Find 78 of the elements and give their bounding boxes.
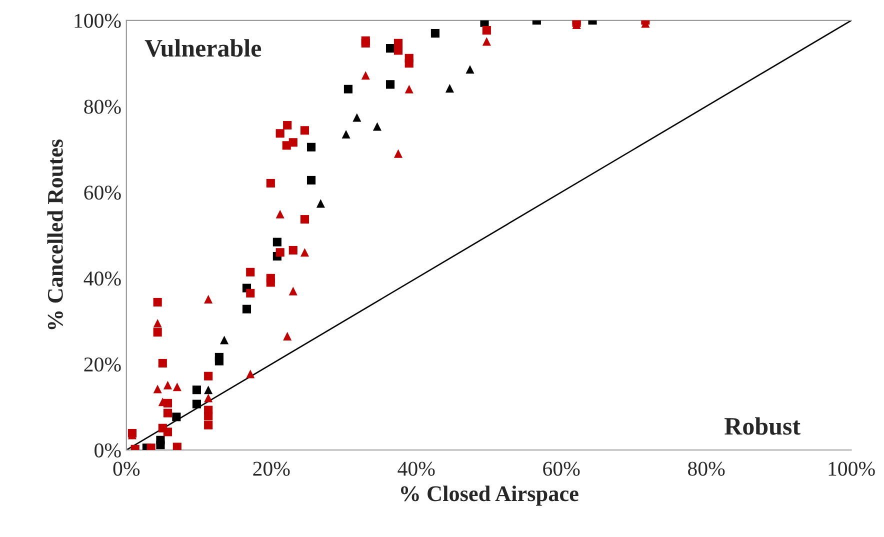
y-tick-label: 20%: [84, 357, 121, 372]
point: [172, 442, 182, 450]
point: [220, 336, 229, 344]
point: [445, 84, 454, 93]
point: [204, 372, 213, 380]
point: [153, 384, 162, 394]
x-axis-title: % Closed Airspace: [401, 486, 578, 506]
point: [394, 46, 403, 55]
point: [283, 332, 292, 340]
y-tick-label: 40%: [84, 272, 121, 286]
point: [192, 386, 202, 394]
point: [163, 408, 172, 418]
point: [361, 71, 370, 80]
point: [352, 113, 362, 122]
point: [146, 444, 156, 450]
point: [276, 210, 284, 218]
annotation: Robust: [724, 417, 800, 435]
point: [172, 382, 182, 392]
x-tick-label: 0%: [113, 462, 140, 476]
point: [276, 129, 284, 138]
point: [163, 380, 172, 390]
point: [214, 356, 224, 366]
point: [361, 38, 370, 48]
point: [300, 126, 310, 135]
point: [242, 304, 252, 314]
point: [342, 130, 350, 139]
point: [246, 268, 255, 276]
point: [158, 358, 167, 368]
point: [204, 412, 213, 420]
point: [172, 412, 181, 422]
point: [156, 440, 165, 450]
point: [386, 80, 395, 89]
y-tick-label: 60%: [84, 186, 121, 200]
point: [276, 248, 284, 257]
point: [386, 44, 395, 53]
point: [288, 138, 298, 147]
point: [482, 37, 491, 46]
x-tick-label: 80%: [688, 462, 725, 476]
point: [641, 20, 650, 28]
point: [306, 142, 316, 152]
point: [482, 26, 491, 35]
point: [204, 386, 213, 394]
x-tick-label: 40%: [398, 462, 435, 476]
point: [272, 238, 282, 246]
point: [204, 420, 213, 430]
x-tick-label: 60%: [543, 462, 580, 476]
y-tick-label: 100%: [74, 14, 121, 28]
y-tick-label: 80%: [84, 100, 121, 114]
point: [466, 65, 474, 74]
point: [246, 370, 255, 378]
point: [316, 199, 325, 208]
point: [300, 215, 310, 224]
point: [344, 84, 353, 94]
point: [394, 149, 403, 158]
point: [266, 278, 275, 287]
point: [288, 246, 298, 255]
y-tick-label: 0%: [94, 443, 121, 458]
x-tick-label: 100%: [828, 462, 875, 476]
point: [204, 394, 213, 402]
y-axis-title: % Cancelled Routes: [47, 139, 63, 330]
point: [192, 400, 202, 408]
point: [288, 286, 298, 296]
point: [204, 294, 213, 304]
point: [266, 178, 275, 188]
point: [300, 248, 310, 257]
point: [404, 59, 414, 68]
point: [153, 298, 162, 307]
annotation: Vulnerable: [144, 39, 262, 57]
point: [153, 328, 162, 337]
point: [153, 318, 162, 328]
point: [246, 288, 255, 298]
point: [430, 29, 440, 38]
point: [163, 428, 172, 436]
point: [283, 120, 292, 130]
point: [372, 122, 382, 131]
x-tick-label: 20%: [253, 462, 290, 476]
point: [404, 84, 414, 94]
point: [306, 176, 316, 184]
